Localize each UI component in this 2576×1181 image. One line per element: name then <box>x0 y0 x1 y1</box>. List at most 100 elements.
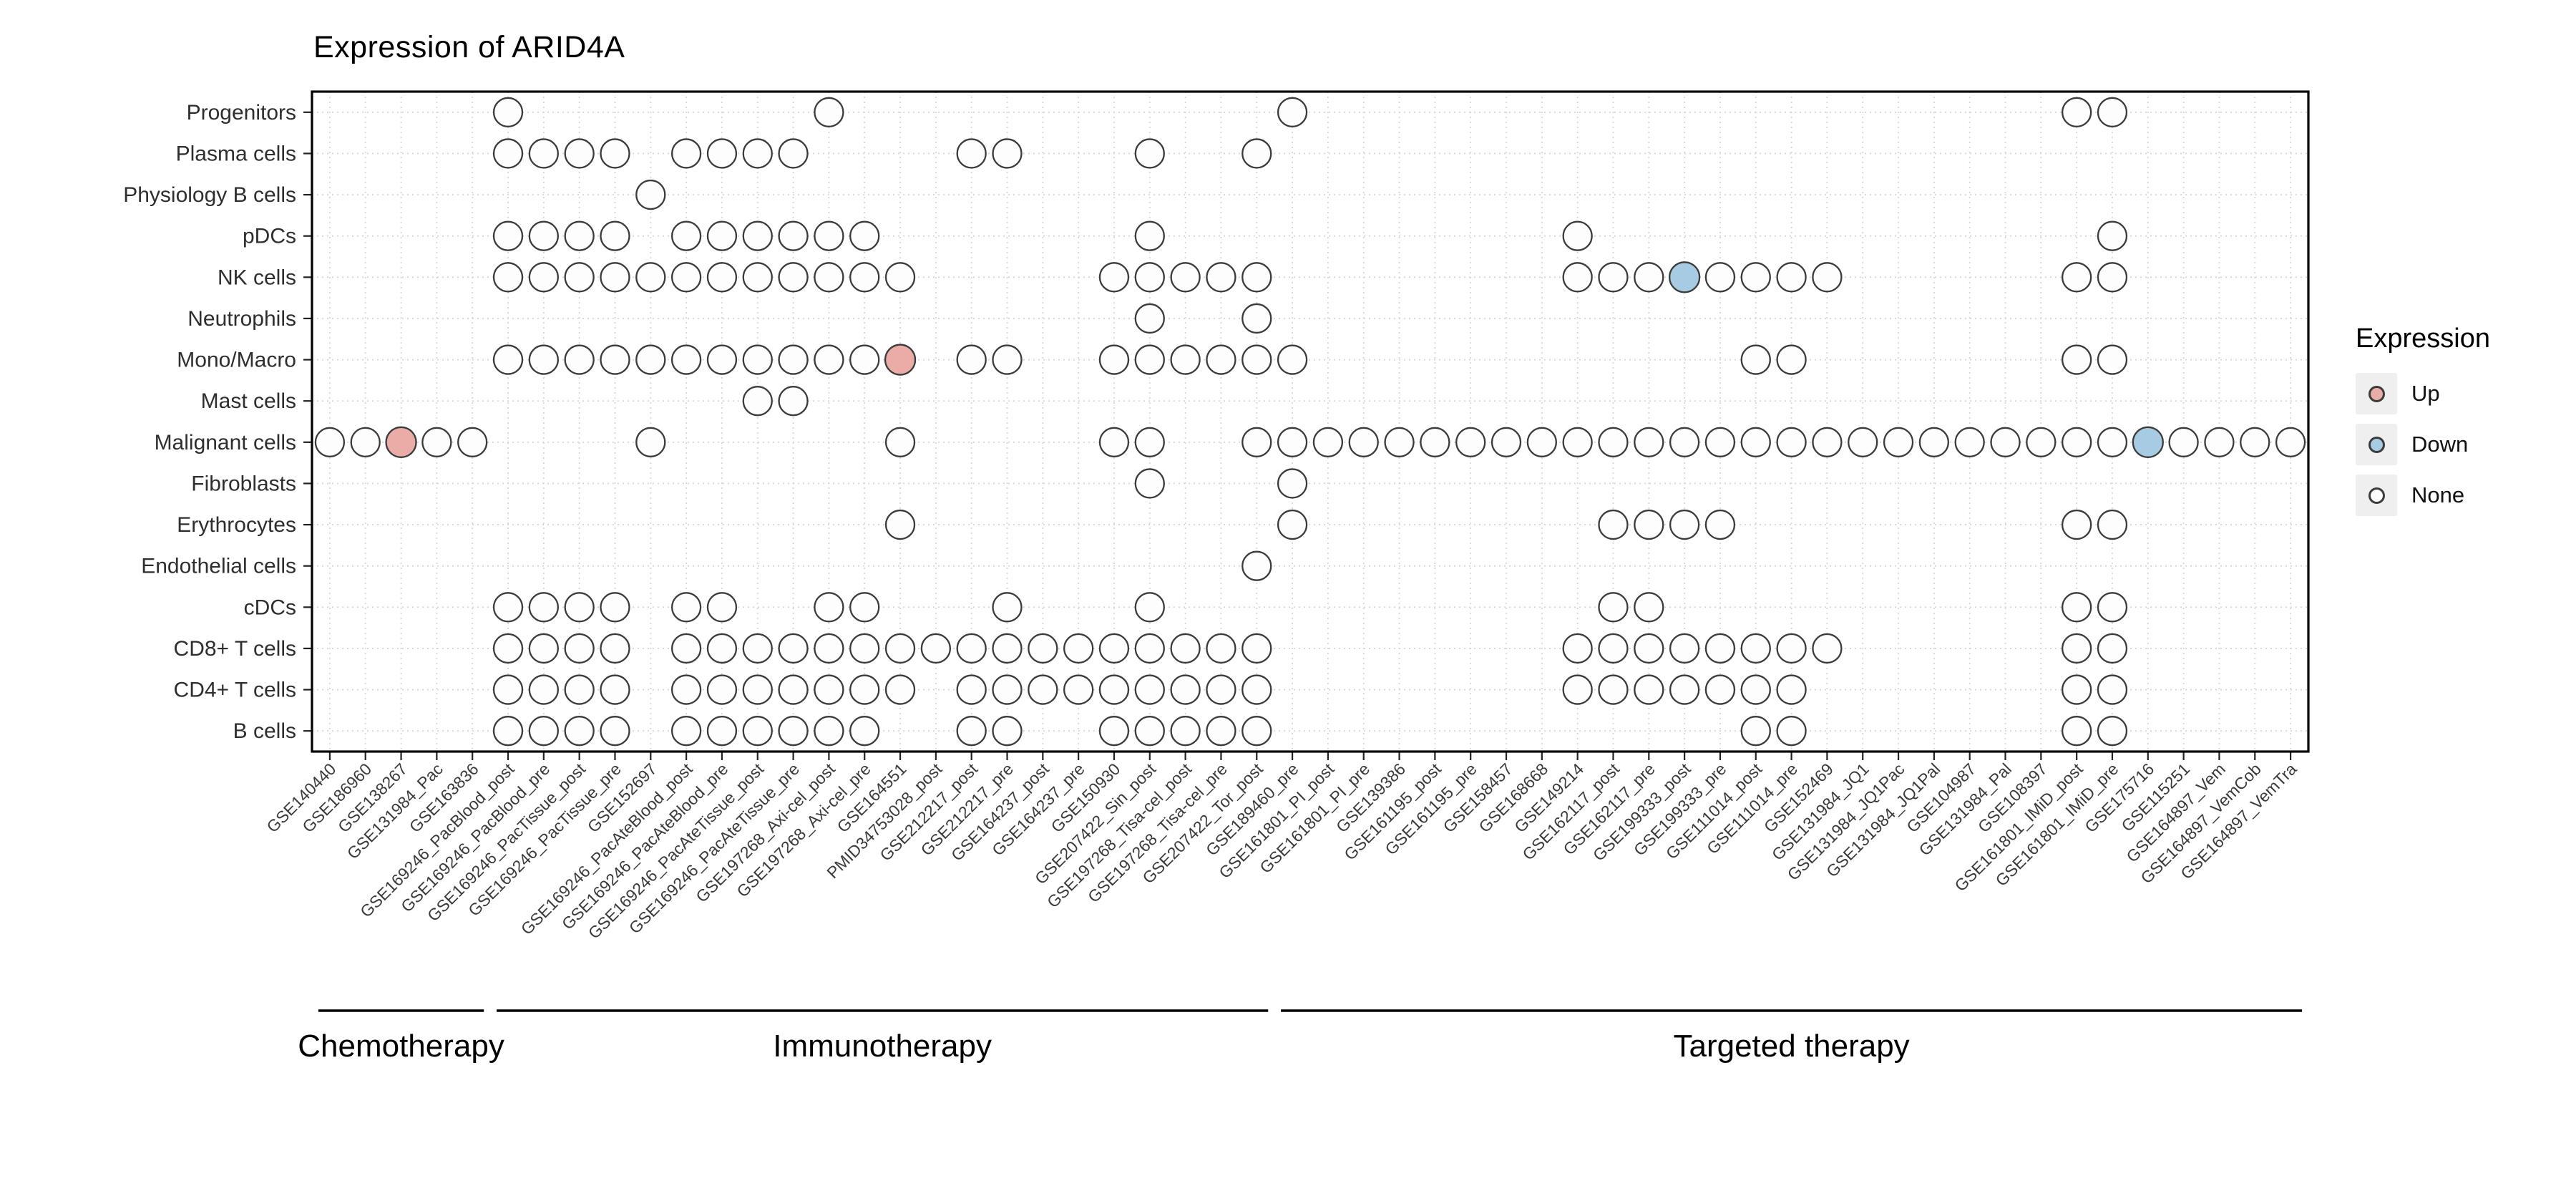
legend-label-none: None <box>2411 482 2464 508</box>
expression-dot-none <box>1136 676 1164 704</box>
expression-dot-none <box>2062 593 2091 621</box>
expression-dot-none <box>1100 428 1128 457</box>
legend-label-down: Down <box>2411 432 2468 457</box>
expression-dot-none <box>886 428 914 457</box>
row-label: cDCs <box>244 596 296 619</box>
expression-dot-none <box>1670 428 1699 457</box>
expression-dot-none <box>1100 716 1128 745</box>
expression-dot-none <box>2098 98 2127 127</box>
expression-dot-none <box>708 139 736 167</box>
expression-dot-none <box>1064 634 1093 663</box>
expression-dot-none <box>1742 676 1770 704</box>
expression-dot-none <box>1634 634 1663 663</box>
expression-dot-none <box>565 593 594 621</box>
expression-dot-none <box>1242 716 1271 745</box>
expression-dot-none <box>2062 428 2091 457</box>
expression-dot-none <box>779 346 808 374</box>
expression-dot-none <box>1064 676 1093 704</box>
expression-dot-none <box>1742 716 1770 745</box>
expression-dot-none <box>565 676 594 704</box>
expression-dot-none <box>1599 510 1627 539</box>
expression-dot-none <box>600 634 629 663</box>
expression-dot-none <box>1777 634 1806 663</box>
expression-dot-none <box>708 593 736 621</box>
row-label: Erythrocytes <box>177 513 296 537</box>
expression-dot-none <box>743 222 772 251</box>
expression-dot-none <box>1563 428 1592 457</box>
expression-dot-none <box>565 222 594 251</box>
expression-dot-none <box>1242 304 1271 333</box>
legend-title: Expression <box>2356 324 2490 354</box>
expression-dot-none <box>957 139 986 167</box>
expression-dot-up <box>386 427 416 457</box>
expression-dot-none <box>993 676 1022 704</box>
legend-items: Up Down None <box>2356 373 2490 516</box>
expression-dot-none <box>494 676 522 704</box>
expression-dot-none <box>672 634 701 663</box>
expression-dot-none <box>672 139 701 167</box>
expression-dot-none <box>886 510 914 539</box>
expression-dot-none <box>1670 510 1699 539</box>
expression-dot-none <box>1777 263 1806 291</box>
expression-dot-none <box>530 346 558 374</box>
expression-dot-none <box>1777 428 1806 457</box>
expression-dot-none <box>779 139 808 167</box>
expression-dot-none <box>850 716 879 745</box>
expression-dot-none <box>850 634 879 663</box>
expression-dot-none <box>1706 634 1735 663</box>
expression-dot-none <box>2098 716 2127 745</box>
legend-key-none <box>2356 475 2397 516</box>
expression-dot-none <box>1171 716 1200 745</box>
expression-dot-none <box>1742 634 1770 663</box>
expression-dot-none <box>814 98 843 127</box>
figure-canvas: Expression of ARID4A ProgenitorsPlasma c… <box>0 0 2576 1181</box>
expression-dot-none <box>600 593 629 621</box>
expression-dot-none <box>850 346 879 374</box>
expression-dot-none <box>1670 634 1699 663</box>
expression-dot-none <box>957 634 986 663</box>
expression-dot-none <box>494 263 522 291</box>
expression-dot-none <box>351 428 380 457</box>
expression-dot-none <box>1670 676 1699 704</box>
row-label: Progenitors <box>187 101 296 125</box>
expression-dot-none <box>1206 716 1235 745</box>
expression-dot-none <box>1136 139 1164 167</box>
row-label: Mono/Macro <box>177 349 296 372</box>
expression-dot-none <box>1136 634 1164 663</box>
expression-dot-down <box>2133 427 2163 457</box>
expression-dot-none <box>1634 593 1663 621</box>
expression-dot-none <box>1599 428 1627 457</box>
expression-dot-none <box>600 346 629 374</box>
expression-dot-none <box>1634 428 1663 457</box>
expression-dotplot: ProgenitorsPlasma cellsPhysiology B cell… <box>0 0 2576 1181</box>
expression-dot-none <box>779 263 808 291</box>
expression-dot-none <box>2062 98 2091 127</box>
expression-dot-none <box>1242 139 1271 167</box>
row-label: B cells <box>233 719 296 743</box>
expression-dot-none <box>1563 634 1592 663</box>
row-label: Malignant cells <box>155 431 296 455</box>
row-label: Plasma cells <box>176 142 296 165</box>
row-label: Mast cells <box>201 389 296 413</box>
expression-dot-none <box>708 676 736 704</box>
expression-dot-none <box>743 139 772 167</box>
expression-dot-none <box>708 716 736 745</box>
expression-dot-none <box>1563 222 1592 251</box>
expression-dot-none <box>1206 263 1235 291</box>
expression-dot-none <box>494 593 522 621</box>
expression-dot-none <box>814 676 843 704</box>
expression-dot-none <box>993 593 1022 621</box>
expression-dot-none <box>922 634 950 663</box>
expression-dot-none <box>672 593 701 621</box>
legend-key-down <box>2356 424 2397 465</box>
expression-dot-none <box>2062 263 2091 291</box>
expression-dot-none <box>1206 676 1235 704</box>
expression-dot-none <box>2062 676 2091 704</box>
expression-dot-none <box>1100 676 1128 704</box>
none-dot-icon <box>2368 487 2385 504</box>
expression-dot-none <box>814 634 843 663</box>
expression-dot-none <box>530 263 558 291</box>
expression-dot-none <box>850 593 879 621</box>
expression-dot-none <box>1100 634 1128 663</box>
expression-dot-none <box>672 222 701 251</box>
